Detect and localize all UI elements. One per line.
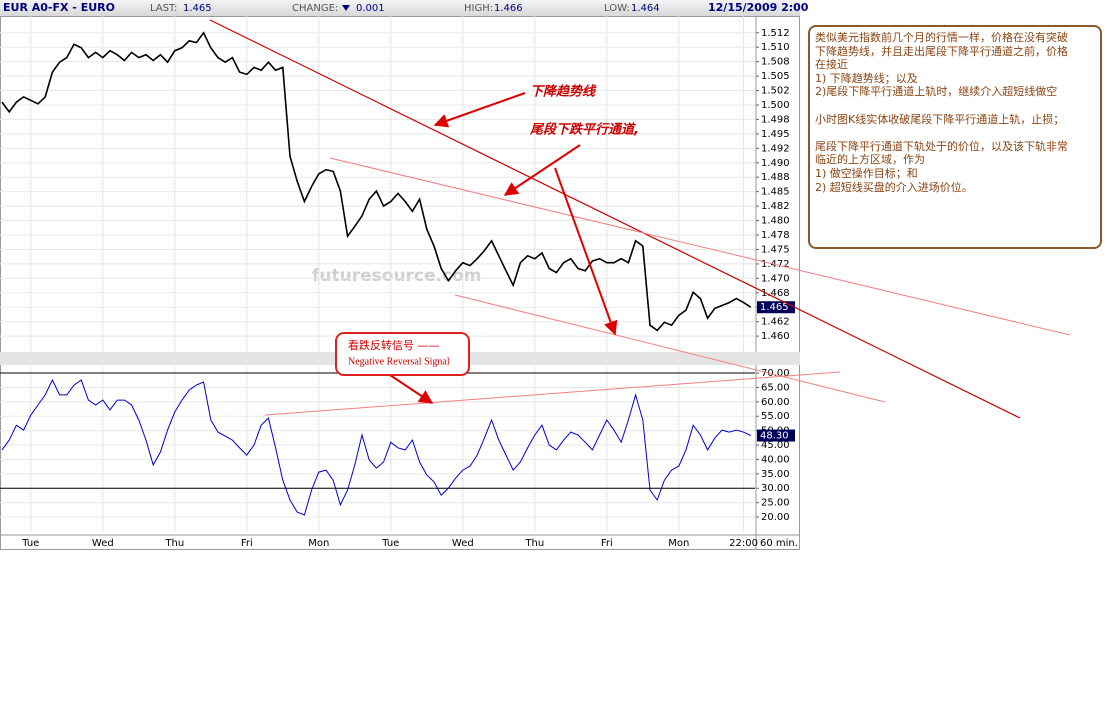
- note-line: 下降趋势线，并且走出尾段下降平行通道之前，价格: [815, 44, 1068, 58]
- downtrend-line: [209, 19, 1021, 419]
- note-line: 2)尾段下降平行通道上轨时，继续介入超短线做空: [815, 85, 1058, 99]
- note-line: 1) 下降趋势线；以及: [815, 71, 918, 85]
- annotation: 下降趋势线: [530, 84, 597, 100]
- y-tick-label: 25.00: [761, 498, 790, 509]
- note-line: 1) 做空操作目标；和: [815, 166, 918, 180]
- x-tick-label: Tue: [21, 538, 39, 549]
- y-tick-label: 1.488: [761, 172, 790, 183]
- arrow: [503, 144, 581, 196]
- y-tick-label: 65.00: [761, 382, 790, 393]
- channel-upper: [329, 157, 1071, 336]
- x-tick-label: Fri: [241, 538, 253, 549]
- change: 0.001: [356, 3, 385, 14]
- arrow: [433, 92, 526, 128]
- y-tick-label: 35.00: [761, 469, 790, 480]
- x-tick-label: Mon: [668, 538, 689, 549]
- rsi-trend-line: [264, 371, 841, 416]
- x-tick-label: Wed: [92, 538, 114, 549]
- y-tick-label: 1.495: [761, 129, 790, 140]
- x-tick-label: Mon: [308, 538, 329, 549]
- low-label: LOW:: [604, 3, 630, 14]
- last: 1.465: [183, 3, 212, 14]
- last-label: LAST:: [150, 3, 177, 14]
- y-tick-label: 1.508: [761, 57, 790, 68]
- x-tick-label: Thu: [164, 538, 184, 549]
- notes-box: 类似美元指数前几个月的行情一样，价格在没有突破 下降趋势线，并且走出尾段下降平行通…: [808, 25, 1102, 249]
- last-value-label: 1.465: [760, 302, 789, 313]
- channel-lower: [454, 294, 886, 403]
- y-tick-label: 1.478: [761, 230, 790, 241]
- y-tick-label: 55.00: [761, 411, 790, 422]
- y-tick-label: 45.00: [761, 440, 790, 451]
- x-tick-label: Thu: [524, 538, 544, 549]
- annotation: 尾段下跌平行通道,: [529, 122, 639, 138]
- arrow: [389, 374, 434, 404]
- annotation: 看跌反转信号 ——: [348, 338, 440, 352]
- high-label: HIGH:: [464, 3, 493, 14]
- y-tick-label: 1.462: [761, 317, 790, 328]
- frame: [0, 16, 800, 550]
- annotation: Negative Reversal Signal: [348, 356, 450, 367]
- datetime: 12/15/2009 2:00: [708, 1, 809, 14]
- x-axis-label: 60 min.: [760, 538, 798, 549]
- x-tick-label: 22:00: [729, 538, 758, 549]
- y-tick-label: 1.512: [761, 28, 790, 39]
- note-line: 临近的上方区域，作为: [815, 153, 925, 167]
- y-tick-label: 30.00: [761, 483, 790, 494]
- down-icon: [342, 5, 350, 11]
- y-tick-label: 1.470: [761, 273, 790, 284]
- y-tick-label: 1.480: [761, 216, 790, 227]
- y-tick-label: 1.498: [761, 114, 790, 125]
- high: 1.466: [494, 3, 523, 14]
- note-line: 2) 超短线买盘的介入进场价位。: [815, 180, 973, 194]
- note-line: 尾段下降平行通道下轨处于的价位，以及该下轨非常: [815, 139, 1068, 153]
- y-tick-label: 20.00: [761, 512, 790, 523]
- y-tick-label: 1.482: [761, 201, 790, 212]
- y-tick-label: 70.00: [761, 368, 790, 379]
- x-tick-label: Wed: [452, 538, 474, 549]
- data-line: [1, 31, 752, 332]
- y-tick-label: 1.475: [761, 244, 790, 255]
- watermark: futuresource.com: [312, 266, 481, 286]
- y-tick-label: 1.460: [761, 331, 790, 342]
- spacer: [815, 99, 1095, 113]
- y-tick-label: 1.500: [761, 100, 790, 111]
- data-line: [1, 378, 752, 516]
- y-tick-label: 1.492: [761, 143, 790, 154]
- note-line: 小时图K线实体收破尾段下降平行通道上轨，止损；: [815, 112, 1065, 126]
- last-value-box: [757, 429, 795, 442]
- x-tick-label: Tue: [381, 538, 399, 549]
- y-tick-label: 1.505: [761, 71, 790, 82]
- y-tick-label: 60.00: [761, 397, 790, 408]
- y-tick-label: 1.502: [761, 86, 790, 97]
- last-value-box: [757, 301, 795, 314]
- change-label: CHANGE:: [292, 3, 338, 14]
- header-bar: [0, 0, 800, 16]
- symbol: EUR A0-FX - EURO: [3, 1, 115, 14]
- y-tick-label: 40.00: [761, 454, 790, 465]
- y-tick-label: 1.490: [761, 158, 790, 169]
- y-tick-label: 1.510: [761, 42, 790, 53]
- arrow: [554, 167, 618, 336]
- x-tick-label: Fri: [601, 538, 613, 549]
- low: 1.464: [631, 3, 660, 14]
- note-line: 类似美元指数前几个月的行情一样，价格在没有突破: [815, 31, 1068, 44]
- last-value-label: 48.30: [760, 431, 789, 442]
- signal-box: [335, 332, 470, 376]
- y-tick-label: 1.485: [761, 187, 790, 198]
- spacer: [815, 126, 1095, 140]
- note-line: 在接近: [815, 58, 848, 72]
- y-tick-label: 1.468: [761, 288, 790, 299]
